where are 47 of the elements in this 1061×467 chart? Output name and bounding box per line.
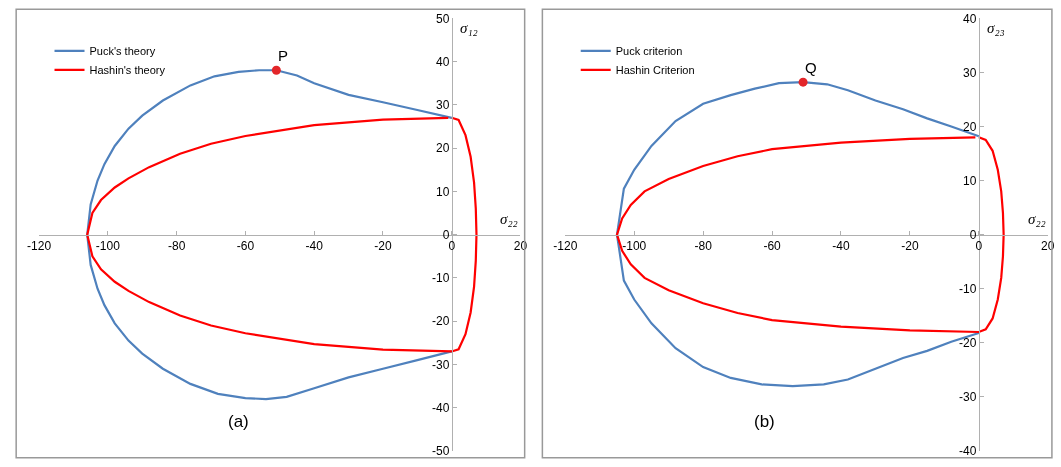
y-tick-label: 40 [435, 54, 450, 69]
annotation: (a) [228, 412, 249, 431]
legend-label: Hashin Criterion [615, 64, 695, 77]
x-tick-label: -60 [236, 239, 255, 254]
y-axis-title: σ₁₂ [460, 20, 478, 36]
x-tick-label: -40 [832, 239, 850, 254]
y-tick-label: 20 [435, 141, 450, 156]
x-tick-label: -100 [622, 239, 647, 254]
legend-label: Hashin's theory [89, 64, 166, 77]
x-axis-title: σ₂₂ [1028, 211, 1046, 227]
y-tick-label: 30 [963, 65, 977, 80]
y-tick-label: -40 [431, 400, 450, 415]
x-tick-label: -80 [694, 239, 713, 254]
legend-label: Puck criterion [615, 45, 683, 58]
annotation: P [278, 47, 289, 64]
y-tick-label: -10 [959, 281, 977, 296]
line-series [86, 116, 478, 353]
y-tick-label: 0 [442, 227, 450, 242]
annotation: Q [805, 59, 817, 76]
y-tick-label: 0 [969, 227, 977, 242]
x-tick-label: -60 [763, 239, 782, 254]
legend-label: Puck's theory [89, 45, 156, 58]
y-tick-label: -20 [959, 335, 977, 350]
x-tick-label: -80 [167, 239, 186, 254]
y-tick-label: -50 [431, 444, 450, 459]
annotation: (b) [754, 412, 775, 431]
x-tick-label: -100 [95, 239, 121, 254]
y-tick-label: -20 [431, 314, 450, 329]
y-tick-label: 20 [963, 119, 977, 134]
y-tick-label: 30 [435, 98, 450, 113]
y-tick-label: 50 [435, 11, 450, 26]
y-tick-label: 40 [963, 11, 977, 26]
y-tick-label: 10 [963, 173, 977, 188]
x-axis-title: σ₂₂ [500, 211, 518, 227]
y-tick-label: -30 [959, 390, 977, 405]
x-tick-label: -120 [553, 239, 578, 254]
line-series [615, 136, 1005, 334]
x-tick-label: -120 [27, 239, 52, 254]
x-tick-label: -40 [305, 239, 324, 254]
x-tick-label: -20 [374, 239, 392, 254]
x-tick-label: -20 [901, 239, 919, 254]
y-tick-label: -10 [431, 271, 450, 286]
y-tick-label: 10 [435, 184, 450, 199]
y-tick-label: -30 [431, 357, 450, 372]
x-tick-label: 20 [1041, 239, 1055, 254]
y-axis-title: σ₂₃ [987, 20, 1005, 36]
y-tick-label: -40 [959, 444, 977, 459]
